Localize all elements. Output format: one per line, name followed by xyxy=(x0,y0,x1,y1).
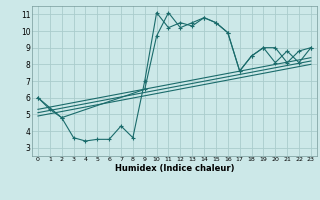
X-axis label: Humidex (Indice chaleur): Humidex (Indice chaleur) xyxy=(115,164,234,173)
